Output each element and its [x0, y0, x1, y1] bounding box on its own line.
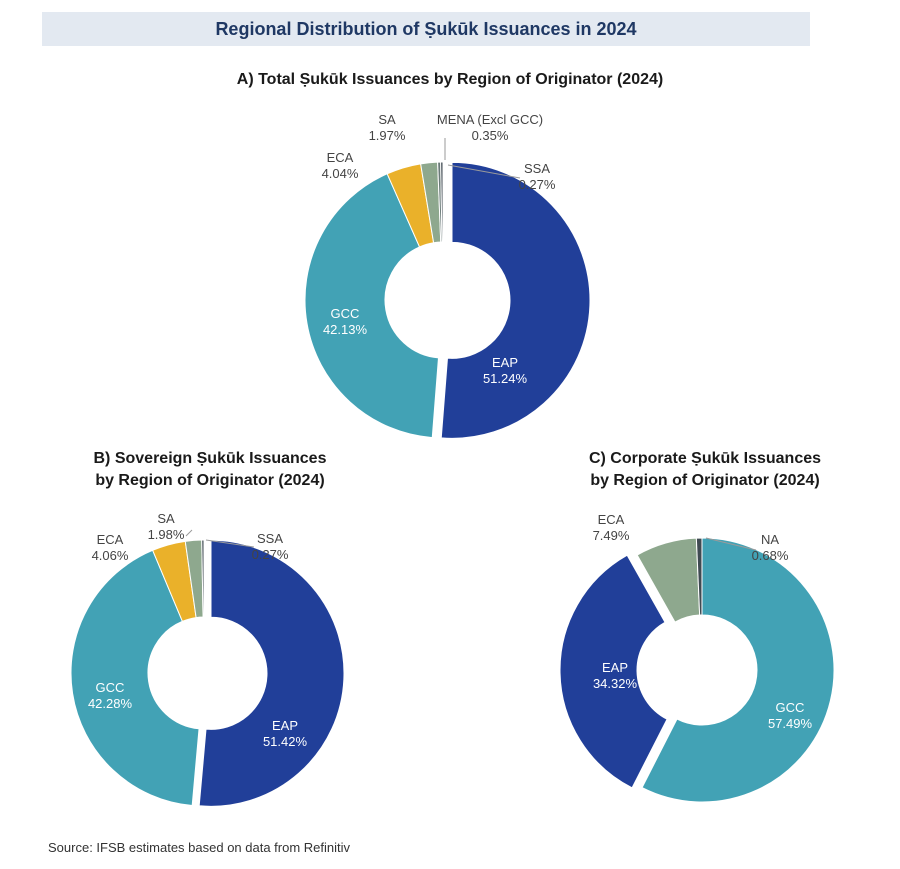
- chart-c-label-gcc: GCC: [776, 700, 805, 715]
- chart-b-value-sa: 1.98%: [148, 527, 185, 542]
- chart-b-slice-gcc: [70, 549, 200, 807]
- chart-a-value-ssa: 0.27%: [519, 177, 556, 192]
- chart-b-value-gcc: 42.28%: [88, 696, 133, 711]
- chart-c-label-na: NA: [761, 532, 779, 547]
- chart-c-slice-gcc: [641, 537, 835, 803]
- chart-a-label-eca: ECA: [327, 150, 354, 165]
- chart-c-value-gcc: 57.49%: [768, 716, 813, 731]
- chart-a-value-sa: 1.97%: [369, 128, 406, 143]
- chart-b-slice-eap: [198, 539, 345, 807]
- chart-a-title-line: A) Total Ṣukūk Issuances by Region of Or…: [236, 71, 664, 88]
- chart-c-title-line-1: C) Corporate Ṣukūk Issuances: [588, 450, 822, 467]
- chart-c-value-na: 0.68%: [752, 548, 789, 563]
- chart-b-leader-ssa: [205, 539, 255, 548]
- chart-a-title: A) Total Ṣukūk Issuances by Region of Or…: [150, 69, 750, 91]
- chart-c-slice-eap: [559, 554, 668, 789]
- chart-b-leader-sa: [185, 529, 193, 537]
- report-banner: Regional Distribution of Ṣukūk Issuances…: [42, 12, 810, 46]
- chart-c-label-eca: ECA: [598, 512, 625, 527]
- chart-b-label-gcc: GCC: [96, 680, 125, 695]
- chart-c-title: C) Corporate Ṣukūk Issuances by Region o…: [540, 448, 870, 492]
- chart-a-label-eap: EAP: [492, 355, 518, 370]
- chart-c-slice-na: [695, 537, 703, 616]
- chart-b-value-eap: 51.42%: [263, 734, 308, 749]
- chart-c-value-eca: 7.49%: [593, 528, 630, 543]
- chart-c-title-line-2: by Region of Originator (2024): [590, 472, 820, 489]
- chart-b-title-line-1: B) Sovereign Ṣukūk Issuances: [93, 450, 327, 467]
- chart-c-leader-na: [705, 537, 757, 551]
- chart-a-label-sa: SA: [378, 112, 396, 127]
- chart-c-label-eap: EAP: [602, 660, 628, 675]
- chart-b-label-eca: ECA: [97, 532, 124, 547]
- chart-b-label-sa: SA: [157, 511, 175, 526]
- chart-b-title: B) Sovereign Ṣukūk Issuances by Region o…: [45, 448, 375, 492]
- chart-a-label-gcc: GCC: [331, 306, 360, 321]
- chart-a-leader-ssa: [447, 164, 521, 179]
- chart-a-value-eap: 51.24%: [483, 371, 528, 386]
- chart-a-label-ssa: SSA: [524, 161, 550, 176]
- chart-b-value-ssa: 0.27%: [252, 547, 289, 562]
- chart-b-label-eap: EAP: [272, 718, 298, 733]
- report-title: Regional Distribution of Ṣukūk Issuances…: [215, 18, 637, 39]
- source-note: Source: IFSB estimates based on data fro…: [48, 840, 351, 855]
- chart-c-value-eap: 34.32%: [593, 676, 638, 691]
- chart-b-value-eca: 4.06%: [92, 548, 129, 563]
- chart-a-slice-ssa: [440, 161, 444, 243]
- chart-b-slice-ssa: [201, 539, 205, 618]
- chart-a-slice-gcc: [304, 173, 440, 439]
- chart-b-title-line-2: by Region of Originator (2024): [95, 472, 325, 489]
- chart-a-label-mena-excl-gcc: MENA (Excl GCC): [437, 112, 543, 127]
- chart-a-slice-eap: [440, 161, 591, 439]
- chart-a-value-mena-excl-gcc: 0.35%: [472, 128, 509, 143]
- chart-a-value-gcc: 42.13%: [323, 322, 368, 337]
- chart-b-label-ssa: SSA: [257, 531, 283, 546]
- chart-a-value-eca: 4.04%: [322, 166, 359, 181]
